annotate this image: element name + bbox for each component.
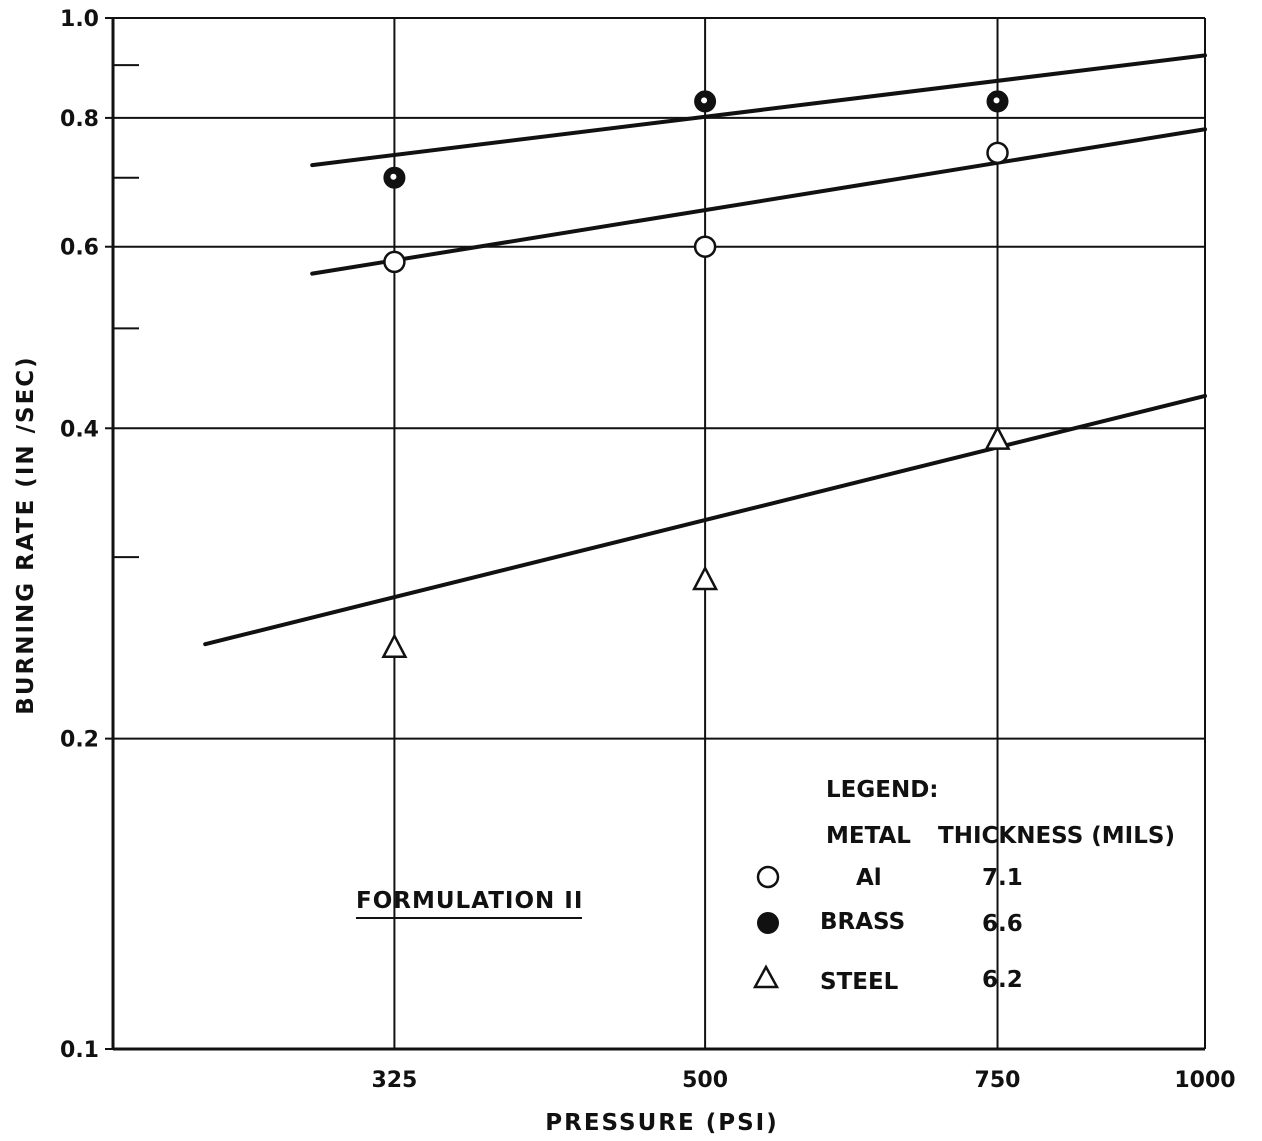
legend-entry-brass: BRASS 6.6 bbox=[757, 909, 1023, 937]
x-tick-label-325: 325 bbox=[371, 1068, 417, 1093]
legend-title: LEGEND: bbox=[826, 777, 939, 803]
legend-open-circle-marker bbox=[756, 865, 780, 889]
data-point-steel-500 bbox=[692, 565, 719, 591]
legend-metal-al: Al bbox=[856, 865, 882, 891]
y-tick-label-0.6: 0.6 bbox=[60, 236, 99, 261]
data-point-al-325 bbox=[383, 250, 406, 274]
x-axis-label: PRESSURE (PSI) bbox=[545, 1110, 778, 1136]
y-tick-label-1.0: 1.0 bbox=[60, 7, 99, 32]
formulation-label: FORMULATION II bbox=[356, 888, 583, 914]
legend-thickness-brass: 6.6 bbox=[982, 911, 1023, 937]
y-axis-label: BURNING RATE (IN /SEC) bbox=[13, 355, 39, 714]
legend-entry-al: Al 7.1 bbox=[756, 865, 1023, 891]
y-tick-label-0.4: 0.4 bbox=[60, 417, 99, 442]
fit-line-steel bbox=[203, 393, 1207, 647]
y-tick-label-0.2: 0.2 bbox=[60, 728, 99, 753]
y-tick-label-0.1: 0.1 bbox=[60, 1038, 99, 1063]
legend-open-triangle-marker bbox=[752, 964, 780, 989]
legend-col-metal: METAL bbox=[826, 823, 911, 849]
fit-lines bbox=[203, 53, 1207, 647]
legend: LEGEND: METAL THICKNESS (MILS) Al 7.1 BR… bbox=[752, 777, 1175, 995]
data-point-brass-750-highlight bbox=[993, 97, 1000, 104]
fit-line-al bbox=[310, 127, 1207, 276]
legend-filled-circle-marker bbox=[757, 912, 779, 934]
formulation-annotation: FORMULATION II bbox=[356, 888, 583, 919]
tick-labels: 0.1 0.2 0.4 0.6 0.8 1.0 325 500 750 1000 bbox=[60, 7, 1236, 1093]
data-points bbox=[381, 90, 1011, 659]
data-point-al-500 bbox=[693, 235, 717, 258]
data-point-brass-325-highlight bbox=[390, 173, 397, 180]
data-point-brass-500-highlight bbox=[701, 97, 708, 104]
legend-entry-steel: STEEL 6.2 bbox=[752, 964, 1023, 995]
legend-thickness-al: 7.1 bbox=[982, 865, 1023, 891]
legend-metal-steel: STEEL bbox=[820, 969, 899, 995]
x-tick-label-500: 500 bbox=[682, 1068, 728, 1093]
legend-metal-brass: BRASS bbox=[820, 909, 905, 935]
data-point-steel-325 bbox=[381, 633, 408, 659]
axes bbox=[105, 17, 1206, 1051]
legend-col-thickness: THICKNESS (MILS) bbox=[938, 823, 1175, 849]
x-tick-label-750: 750 bbox=[975, 1068, 1021, 1093]
y-tick-label-0.8: 0.8 bbox=[60, 107, 99, 132]
x-tick-label-1000: 1000 bbox=[1174, 1068, 1235, 1093]
fit-line-brass bbox=[310, 53, 1207, 168]
legend-thickness-steel: 6.2 bbox=[982, 967, 1023, 993]
data-point-al-750 bbox=[986, 141, 1009, 165]
data-point-steel-750 bbox=[984, 424, 1011, 450]
